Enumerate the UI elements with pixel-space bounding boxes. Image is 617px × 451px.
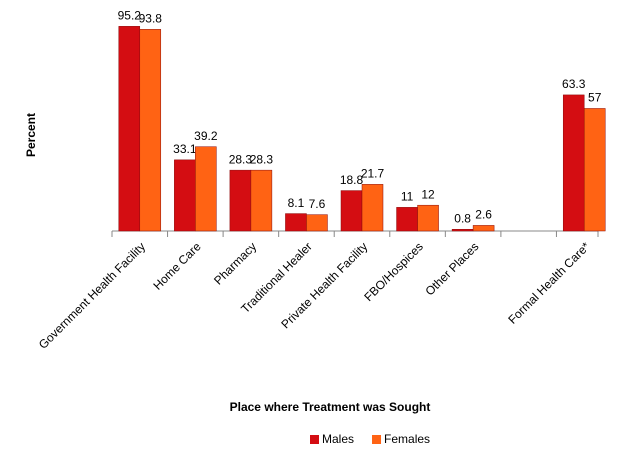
bar	[250, 169, 273, 232]
x-tick-label: Government Health Facility	[36, 239, 148, 351]
value-label: 95.2	[118, 8, 142, 22]
bar	[174, 159, 196, 232]
bar	[229, 169, 252, 232]
x-tick-label: Home Care	[150, 239, 204, 293]
bar	[583, 108, 606, 232]
value-label: 28.3	[250, 152, 274, 166]
value-label: 33.1	[173, 142, 197, 156]
value-label: 39.2	[194, 129, 218, 143]
y-axis-title: Percent	[24, 113, 38, 157]
value-label: 21.7	[361, 167, 385, 181]
x-tick-label: FBO/Hospices	[361, 239, 426, 304]
bar	[306, 214, 328, 232]
bar	[472, 225, 495, 232]
bar	[139, 29, 162, 232]
value-label: 8.1	[288, 196, 305, 210]
x-tick-label: Pharmacy	[211, 239, 259, 287]
x-tick-label: Other Places	[423, 239, 482, 298]
bar	[340, 190, 363, 232]
legend-label: Males	[322, 432, 354, 446]
value-label: 63.3	[562, 77, 586, 91]
value-label: 57	[588, 91, 602, 105]
bar	[562, 94, 585, 232]
legend-label: Females	[384, 432, 430, 446]
bar	[361, 184, 384, 232]
bar	[118, 26, 141, 232]
bar	[396, 207, 418, 232]
legend-swatch	[372, 435, 382, 444]
bar	[417, 204, 439, 232]
value-label: 2.6	[475, 208, 492, 222]
bar	[195, 146, 217, 232]
value-label: 28.3	[229, 152, 253, 166]
x-axis-title: Place where Treatment was Sought	[230, 400, 431, 414]
bar	[285, 213, 307, 232]
value-label: 12	[421, 187, 435, 201]
value-label: 93.8	[139, 12, 163, 26]
x-tick-label: Formal Health Care*	[505, 239, 592, 326]
bar	[451, 229, 474, 232]
value-label: 11	[401, 190, 414, 204]
legend-swatch	[310, 435, 319, 444]
value-label: 18.8	[340, 173, 364, 187]
value-label: 7.6	[309, 197, 326, 211]
value-label: 0.8	[454, 211, 471, 225]
